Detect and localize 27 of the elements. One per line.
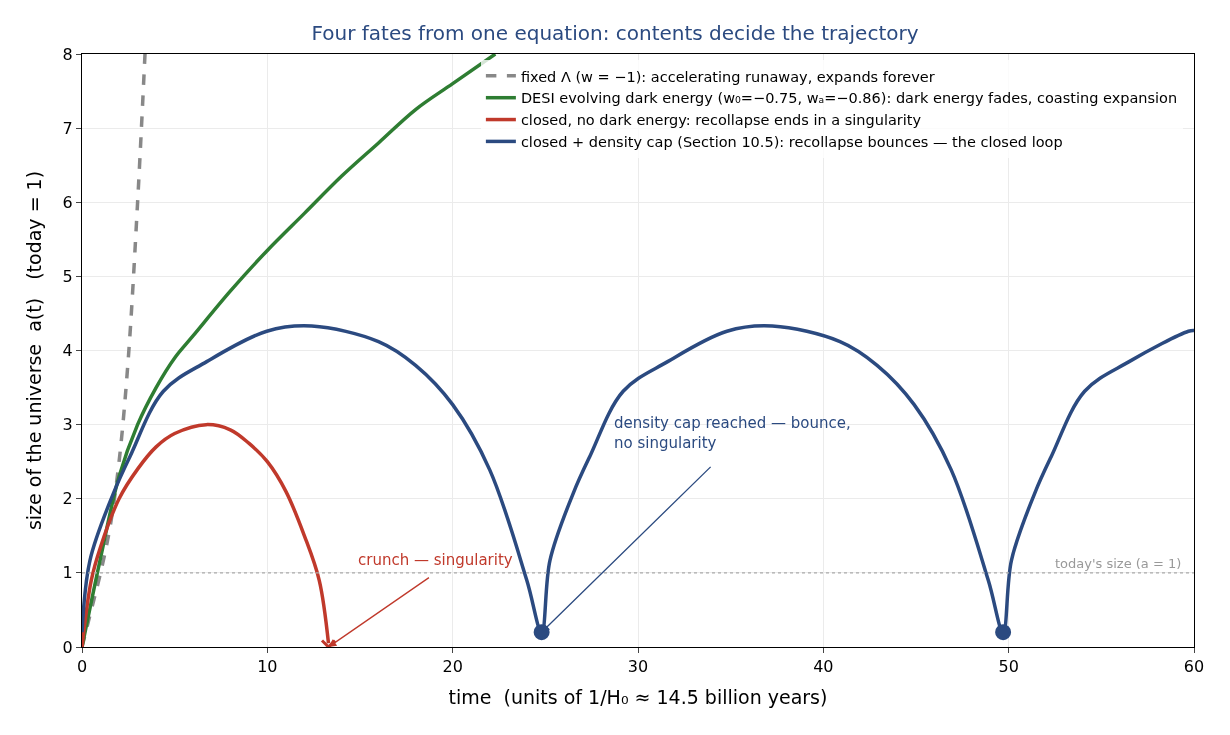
annotation: density cap reached — bounce, no singularity xyxy=(614,414,851,452)
legend-label: closed + density cap (Section 10.5): recollapse bounces — the closed loop xyxy=(520,134,1063,151)
annotation: crunch — singularity xyxy=(358,551,513,569)
legend-label: DESI evolving dark energy (w₀=−0.75, wₐ=−0.86): dark energy fades, coasting expansion xyxy=(520,90,1178,107)
x-tick-label: 10 xyxy=(257,657,278,677)
y-tick-label: 7 xyxy=(62,118,73,138)
ref-line-label: today's size (a = 1) xyxy=(1055,556,1182,571)
y-tick-label: 8 xyxy=(62,44,73,64)
line-series xyxy=(82,54,147,647)
y-axis-title: size of the universe a(t) (today = 1) xyxy=(23,170,46,531)
x-tick-label: 30 xyxy=(627,657,649,677)
x-tick-label: 0 xyxy=(76,657,88,677)
x-tick-label: 60 xyxy=(1183,657,1205,677)
y-tick-label: 6 xyxy=(62,192,73,212)
y-tick-label: 3 xyxy=(62,415,73,435)
y-tick-label: 4 xyxy=(62,341,73,361)
chart-title: Four fates from one equation: contents decide the trajectory xyxy=(311,20,919,45)
y-tick-label: 2 xyxy=(62,489,73,509)
legend-label: fixed Λ (w = −1): accelerating runaway, expands forever xyxy=(520,68,935,85)
y-tick-label: 5 xyxy=(62,266,73,286)
x-tick-label: 20 xyxy=(442,657,463,677)
y-tick-label: 1 xyxy=(62,563,73,583)
legend-label: closed, no dark energy: recollapse ends in a singularity xyxy=(520,112,922,129)
x-axis-title: time (units of 1/H₀ ≈ 14.5 billion years) xyxy=(448,686,828,708)
x-tick-label: 50 xyxy=(998,657,1019,677)
x-tick-label: 40 xyxy=(813,657,834,677)
y-tick-label: 0 xyxy=(62,637,73,657)
